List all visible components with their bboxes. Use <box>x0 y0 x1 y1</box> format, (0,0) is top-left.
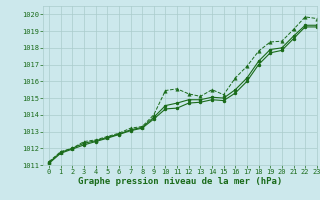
X-axis label: Graphe pression niveau de la mer (hPa): Graphe pression niveau de la mer (hPa) <box>78 177 282 186</box>
